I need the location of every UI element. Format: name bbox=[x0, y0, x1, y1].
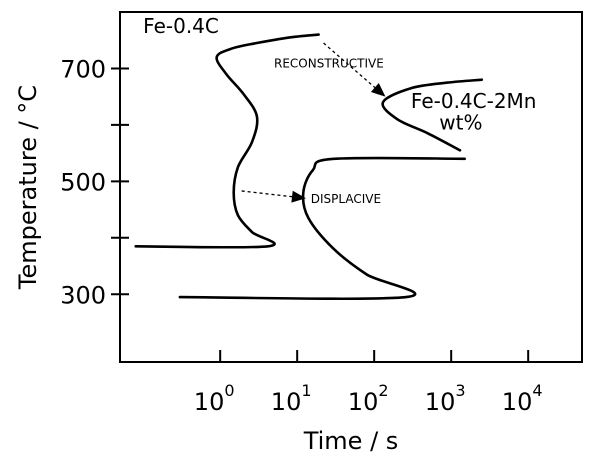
y-tick-label: 300 bbox=[60, 281, 106, 309]
annotation-label: Fe-0.4C bbox=[143, 14, 219, 38]
series-line-1 bbox=[134, 33, 320, 249]
arrows-group bbox=[241, 42, 386, 203]
x-axis-ticks: 100 101 102 103 104 bbox=[194, 350, 543, 416]
series-line-3 bbox=[178, 156, 466, 301]
y-axis-label: Temperature / °C bbox=[14, 85, 42, 290]
x-tick-label: 103 bbox=[425, 381, 466, 416]
x-axis-label: Time / s bbox=[303, 427, 399, 455]
series-group bbox=[134, 33, 484, 301]
y-axis-ticks: 300 500 700 bbox=[60, 55, 129, 309]
series-line-2 bbox=[381, 78, 484, 152]
arrow-line-2 bbox=[241, 190, 293, 198]
x-tick-label: 101 bbox=[271, 381, 312, 416]
x-tick-label: 104 bbox=[502, 381, 543, 416]
plot-frame bbox=[119, 11, 583, 363]
annotation-label: RECONSTRUCTIVE bbox=[274, 56, 384, 70]
arrow-head-2 bbox=[291, 190, 306, 203]
arrow-line-1 bbox=[323, 42, 376, 89]
annotation-label: Fe-0.4C-2Mn bbox=[411, 89, 537, 113]
annotation-label: wt% bbox=[439, 110, 482, 134]
y-tick-label: 700 bbox=[60, 55, 106, 83]
y-tick-label: 500 bbox=[60, 168, 106, 196]
x-tick-label: 102 bbox=[348, 381, 389, 416]
x-tick-label: 100 bbox=[194, 381, 235, 416]
annotation-label: DISPLACIVE bbox=[311, 192, 381, 206]
arrow-head-1 bbox=[370, 82, 386, 97]
